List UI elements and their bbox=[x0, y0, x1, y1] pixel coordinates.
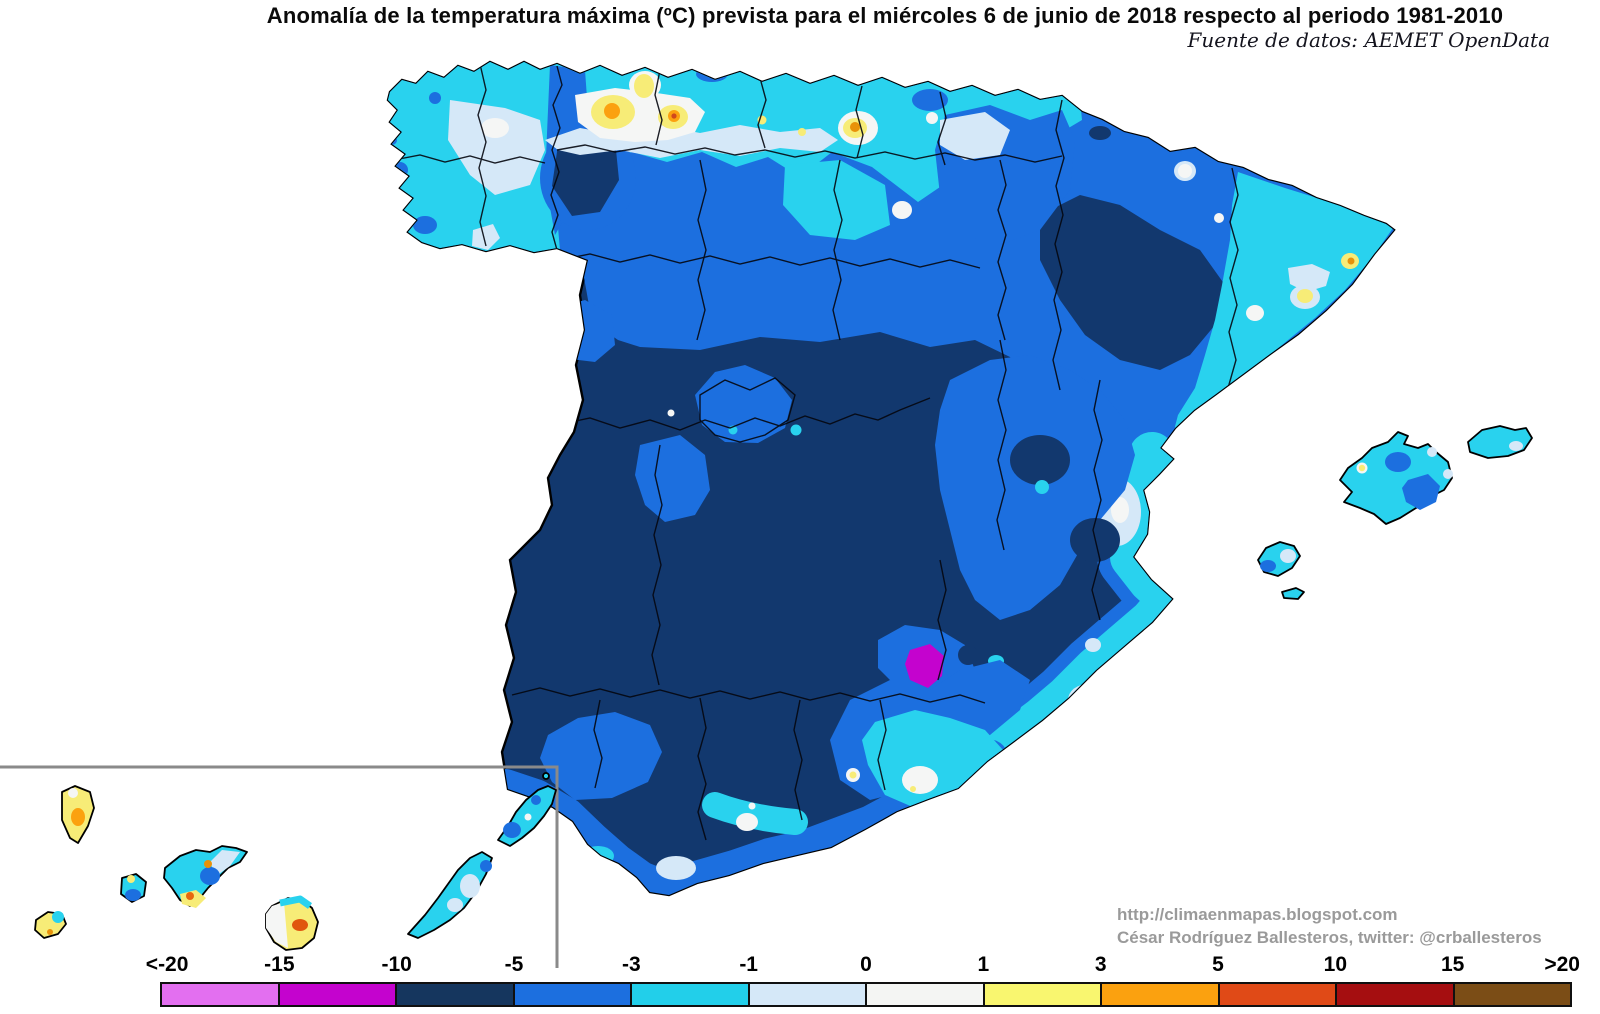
legend-segment bbox=[1102, 984, 1220, 1005]
canary-islands-inset bbox=[0, 765, 559, 968]
attribution-url: http://climaenmapas.blogspot.com bbox=[1117, 905, 1398, 924]
page-title: Anomalía de la temperatura máxima (ºC) p… bbox=[266, 3, 1504, 28]
legend-tick-label: -15 bbox=[264, 953, 295, 976]
legend-tick-label: 3 bbox=[1094, 953, 1107, 976]
legend-tick-label: 1 bbox=[977, 953, 990, 976]
legend-tick-label: -3 bbox=[621, 953, 641, 976]
legend-segment bbox=[749, 984, 867, 1005]
spain-peninsula bbox=[386, 60, 1396, 897]
legend-tick-label: 10 bbox=[1323, 953, 1348, 976]
colorbar-ticks: <-20 -15 -10 -5 -3 -1 0 1 3 5 10 15 >20 bbox=[146, 953, 1580, 980]
legend-tick-label: -5 bbox=[504, 953, 524, 976]
colorbar-segments bbox=[160, 982, 1572, 1007]
legend-tick-label: >20 bbox=[1544, 953, 1580, 976]
legend-segment bbox=[514, 984, 632, 1005]
legend-segment bbox=[279, 984, 397, 1005]
legend-segment bbox=[984, 984, 1102, 1005]
legend-tick-label: -10 bbox=[381, 953, 412, 976]
legend-segment bbox=[1337, 984, 1455, 1005]
legend-tick-label: -1 bbox=[739, 953, 758, 976]
legend-segment bbox=[1454, 984, 1570, 1005]
legend-tick-label: 0 bbox=[860, 953, 872, 976]
legend-segment bbox=[867, 984, 985, 1005]
data-source-note: Fuente de datos: AEMET OpenData bbox=[1187, 28, 1550, 52]
legend-segment bbox=[162, 984, 280, 1005]
attribution-credit: César Rodríguez Ballesteros, twitter: @c… bbox=[1117, 928, 1542, 947]
inset-border bbox=[0, 765, 559, 968]
legend-segment bbox=[632, 984, 750, 1005]
legend-tick-label: 5 bbox=[1212, 953, 1224, 976]
legend-tick-label: 15 bbox=[1440, 953, 1465, 976]
balearic-islands bbox=[1257, 425, 1533, 600]
province-borders bbox=[393, 63, 1239, 841]
legend-tick-label: <-20 bbox=[145, 953, 189, 976]
legend-segment bbox=[397, 984, 515, 1005]
legend-segment bbox=[1219, 984, 1337, 1005]
